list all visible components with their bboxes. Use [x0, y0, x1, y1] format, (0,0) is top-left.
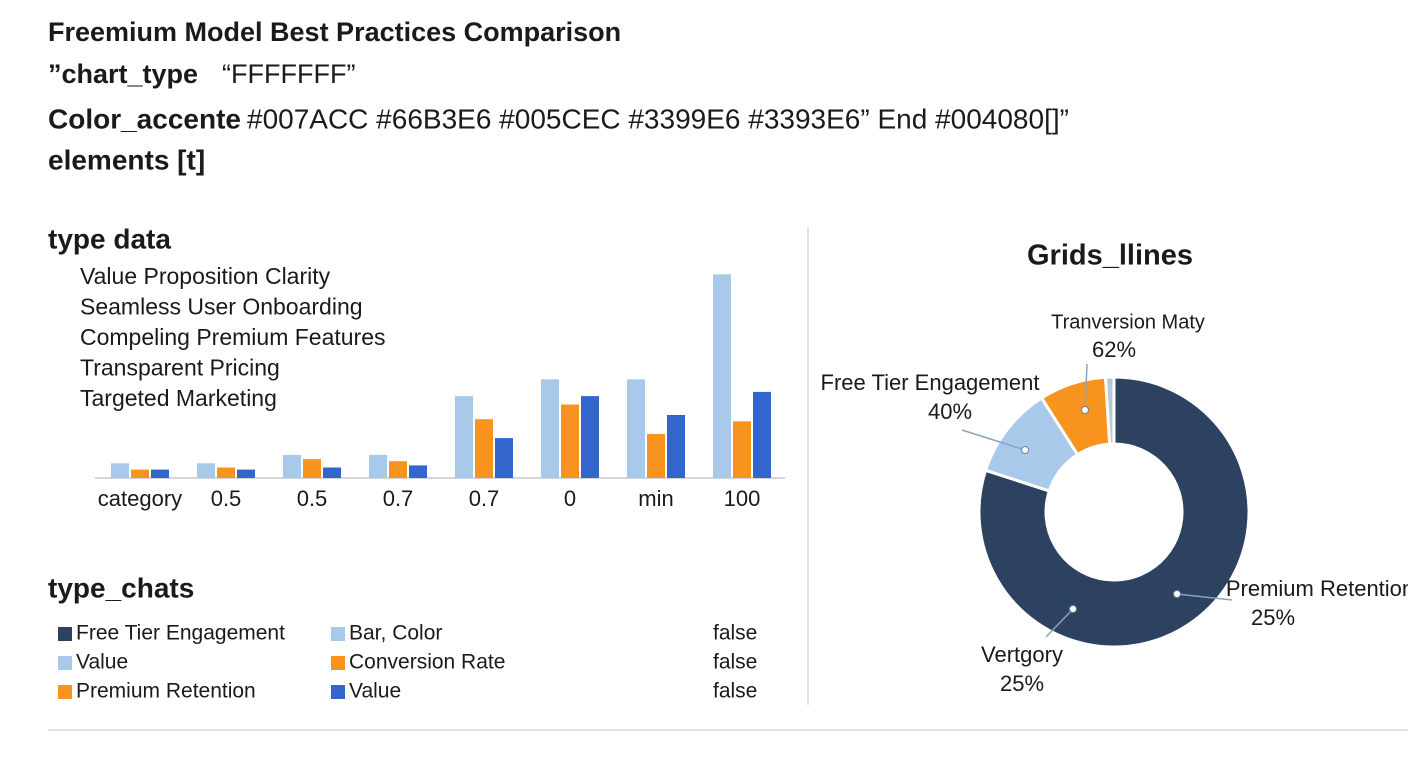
callout-line [961, 429, 1026, 451]
legend-flag: false [713, 680, 757, 703]
bar [753, 391, 771, 478]
bar [389, 461, 407, 478]
bar [151, 469, 169, 478]
legend-label: Premium Retention [76, 680, 256, 703]
list-item: Transparent Pricing [80, 355, 280, 381]
legend-swatch [331, 685, 345, 699]
annotation-label: Free Tier Engagement [821, 370, 1040, 395]
callout-dot [1081, 406, 1089, 414]
legend-label: Free Tier Engagement [76, 622, 285, 645]
annotation-value: 25% [1251, 605, 1295, 630]
callout-line [1084, 363, 1088, 411]
legend-flag: false [713, 622, 757, 645]
legend-swatch [58, 685, 72, 699]
bar [303, 459, 321, 478]
bar [131, 469, 149, 478]
bar [111, 463, 129, 478]
legend-flag: false [713, 651, 757, 674]
legend-label: Bar, Color [349, 622, 442, 645]
bar [647, 433, 665, 478]
x-category-label: 0.5 [297, 486, 328, 511]
bar [475, 419, 493, 478]
header-key: ”chart_type [48, 59, 198, 89]
header-key: Color_accente [48, 103, 241, 134]
x-category-label: 0.7 [469, 486, 500, 511]
bar [369, 454, 387, 478]
legend-swatch [58, 627, 72, 641]
bar [237, 469, 255, 478]
legend-label: Conversion Rate [349, 651, 505, 674]
list-item: Compeling Premium Features [80, 324, 386, 350]
bar [323, 467, 341, 478]
annotation-label: Vertgory [981, 642, 1063, 667]
bar [541, 379, 559, 478]
list-item: Value Proposition Clarity [80, 263, 331, 289]
x-category-label: 100 [724, 486, 761, 511]
annotation-value: 25% [1000, 671, 1044, 696]
annotation-value: 62% [1092, 337, 1136, 362]
chart-title: Grids_llines [1027, 240, 1193, 272]
bar [283, 454, 301, 478]
bar [581, 396, 599, 478]
legend-label: Value [76, 651, 128, 674]
bar [217, 467, 235, 478]
donut-slice [977, 375, 1251, 649]
bar [713, 274, 731, 478]
bar [409, 465, 427, 478]
x-category-label: 0.5 [211, 486, 242, 511]
x-category-label: 0 [564, 486, 576, 511]
legend-label: Value [349, 680, 401, 703]
bar [495, 438, 513, 478]
bar [197, 463, 215, 478]
x-category-label: 0.7 [383, 486, 414, 511]
callout-dot [1173, 590, 1181, 598]
x-category-label: min [638, 486, 673, 511]
header-key: elements [t] [48, 144, 205, 175]
annotation-label: Premium Retention [1226, 576, 1408, 601]
callout-dot [1021, 446, 1029, 454]
callout-line [1045, 608, 1074, 638]
bar [733, 421, 751, 478]
page-title: Freemium Model Best Practices Comparison [48, 17, 621, 47]
x-category-label: category [98, 486, 182, 511]
donut-slice [1103, 375, 1116, 446]
bar [561, 404, 579, 478]
header-value: #007ACC #66B3E6 #005CEC #3399E6 #3393E6”… [247, 103, 1069, 134]
header-value: “FFFFFFF” [222, 59, 355, 89]
callout-line [1176, 593, 1233, 601]
annotation-label: Tranversion Maty [1051, 311, 1205, 333]
legend-swatch [58, 656, 72, 670]
bar [667, 415, 685, 478]
bar [455, 396, 473, 478]
legend-swatch [331, 627, 345, 641]
list-item: Targeted Marketing [80, 385, 277, 411]
legend-swatch [331, 656, 345, 670]
list-item: Seamless User Onboarding [80, 294, 363, 320]
bar [627, 379, 645, 478]
section-heading: type data [48, 223, 171, 254]
section-heading: type_chats [48, 572, 194, 603]
annotation-value: 40% [928, 399, 972, 424]
callout-dot [1069, 605, 1077, 613]
